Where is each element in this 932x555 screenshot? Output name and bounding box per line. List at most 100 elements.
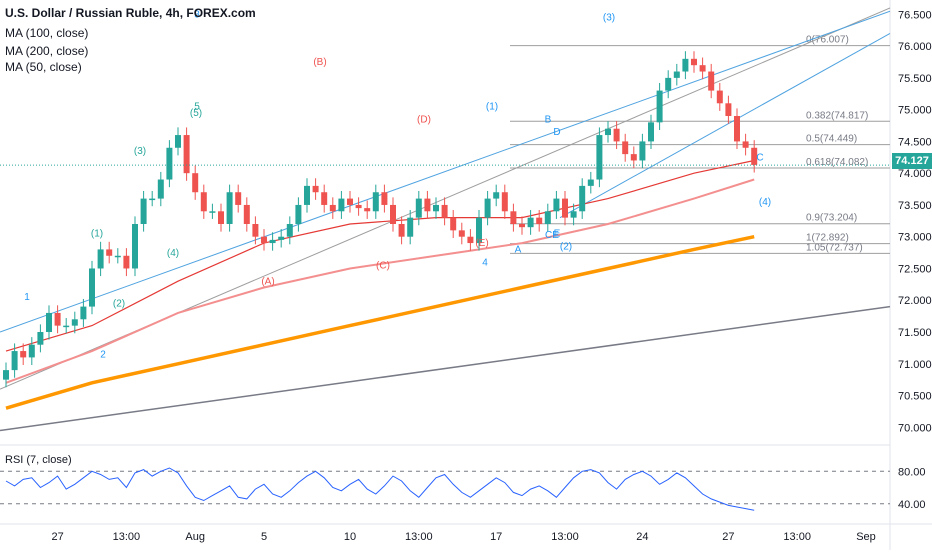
time-tick-label: Aug bbox=[185, 531, 205, 543]
wave-label: (1) bbox=[91, 229, 103, 240]
candle-body bbox=[71, 319, 78, 326]
candle-body bbox=[200, 192, 207, 212]
price-tick-label: 75.500 bbox=[898, 73, 932, 85]
candle-body bbox=[278, 236, 285, 240]
legend-rsi[interactable]: RSI (7, close) bbox=[5, 454, 72, 466]
candle-body bbox=[3, 370, 9, 380]
candle-body bbox=[536, 217, 543, 224]
candle-body bbox=[28, 344, 35, 358]
candle-body bbox=[97, 249, 104, 269]
candle-body bbox=[166, 147, 173, 180]
candle-body bbox=[123, 255, 130, 269]
wave-label: 3 bbox=[194, 10, 200, 21]
candle-body bbox=[209, 211, 216, 213]
price-tick-label: 71.500 bbox=[898, 327, 932, 339]
candle-body bbox=[656, 90, 663, 123]
wave-label: (2) bbox=[113, 299, 125, 310]
candle-body bbox=[553, 198, 560, 212]
ma100-line bbox=[5, 178, 755, 384]
rising-wedge-line bbox=[559, 32, 891, 219]
price-tick-label: 72.000 bbox=[898, 295, 932, 307]
wave-label: D bbox=[553, 127, 560, 138]
candle-body bbox=[665, 77, 672, 91]
time-tick-label: 5 bbox=[261, 531, 267, 543]
time-tick-label: 27 bbox=[722, 531, 734, 543]
candle-body bbox=[596, 135, 603, 180]
wave-label: (1) bbox=[486, 102, 498, 113]
candle-body bbox=[54, 312, 61, 326]
wave-label: (4) bbox=[759, 197, 771, 208]
candle-body bbox=[235, 192, 242, 205]
wave-label: (C) bbox=[376, 260, 390, 271]
candle-body bbox=[630, 154, 637, 161]
candle-body bbox=[751, 147, 758, 165]
candle-body bbox=[390, 204, 396, 224]
time-tick-label: 13:00 bbox=[405, 531, 433, 543]
price-tick-label: 72.500 bbox=[898, 263, 932, 275]
wave-label: B bbox=[545, 114, 552, 125]
time-tick-label: 13:00 bbox=[113, 531, 141, 543]
candle-body bbox=[261, 236, 267, 244]
wave-label: (D) bbox=[417, 114, 431, 125]
legend-ma100[interactable]: MA (100, close) bbox=[5, 26, 89, 40]
candle-body bbox=[562, 198, 568, 218]
candle-body bbox=[579, 185, 586, 212]
legend-ma50[interactable]: MA (50, close) bbox=[5, 60, 82, 74]
fib-level-label: 0.9(73.204) bbox=[806, 213, 857, 224]
candle-body bbox=[192, 173, 199, 193]
candle-body bbox=[725, 103, 732, 116]
candle-body bbox=[106, 249, 113, 256]
candle-body bbox=[347, 198, 353, 205]
candle-body bbox=[355, 204, 362, 209]
candle-body bbox=[312, 185, 319, 193]
candle-body bbox=[476, 217, 482, 244]
wave-label: (B) bbox=[313, 57, 326, 68]
last-price-badge: 74.127 bbox=[892, 153, 932, 169]
candle-body bbox=[80, 306, 87, 320]
wave-label: (A) bbox=[261, 276, 274, 287]
ma200-line bbox=[5, 234, 755, 410]
fib-level-label: 1.05(72.737) bbox=[806, 242, 863, 253]
fib-level-label: 0.382(74.817) bbox=[806, 110, 868, 121]
price-tick-label: 71.000 bbox=[898, 359, 932, 371]
candle-body bbox=[37, 332, 44, 345]
wave-label: (3) bbox=[134, 146, 146, 157]
time-tick-label: Sep bbox=[856, 531, 876, 543]
candle-body bbox=[252, 224, 259, 237]
candle-body bbox=[493, 192, 500, 199]
candle-body bbox=[286, 224, 293, 237]
candle-body bbox=[458, 230, 465, 237]
candle-body bbox=[11, 351, 18, 371]
candle-body bbox=[175, 135, 181, 148]
price-tick-label: 76.500 bbox=[898, 9, 932, 21]
candle-body bbox=[613, 128, 620, 142]
time-tick-label: 13:00 bbox=[551, 531, 579, 543]
candle-body bbox=[450, 217, 457, 231]
time-tick-label: 24 bbox=[636, 531, 648, 543]
candle-body bbox=[372, 192, 379, 212]
wave-label: 2 bbox=[100, 349, 106, 360]
candle-body bbox=[510, 211, 517, 224]
time-tick-label: 27 bbox=[51, 531, 63, 543]
candle-body bbox=[519, 224, 525, 228]
wave-label: (5) bbox=[190, 108, 202, 119]
candle-body bbox=[338, 198, 345, 212]
wave-label: (E) bbox=[475, 238, 488, 249]
candle-body bbox=[46, 312, 52, 332]
candle-body bbox=[501, 192, 508, 212]
candle-body bbox=[673, 71, 680, 78]
legend-ma200[interactable]: MA (200, close) bbox=[5, 44, 89, 58]
price-tick-label: 74.500 bbox=[898, 136, 932, 148]
candle-body bbox=[114, 255, 121, 258]
candle-body bbox=[157, 179, 164, 199]
candle-body bbox=[691, 58, 697, 66]
time-tick-label: 13:00 bbox=[783, 531, 811, 543]
candle-body bbox=[140, 198, 147, 224]
wave-label: 5 bbox=[194, 102, 200, 113]
wave-label: A bbox=[515, 245, 522, 256]
chart-title: U.S. Dollar / Russian Ruble, 4h, FOREX.c… bbox=[5, 6, 256, 20]
fib-level-label: 1(72.892) bbox=[806, 233, 849, 244]
candle-body bbox=[467, 236, 474, 244]
